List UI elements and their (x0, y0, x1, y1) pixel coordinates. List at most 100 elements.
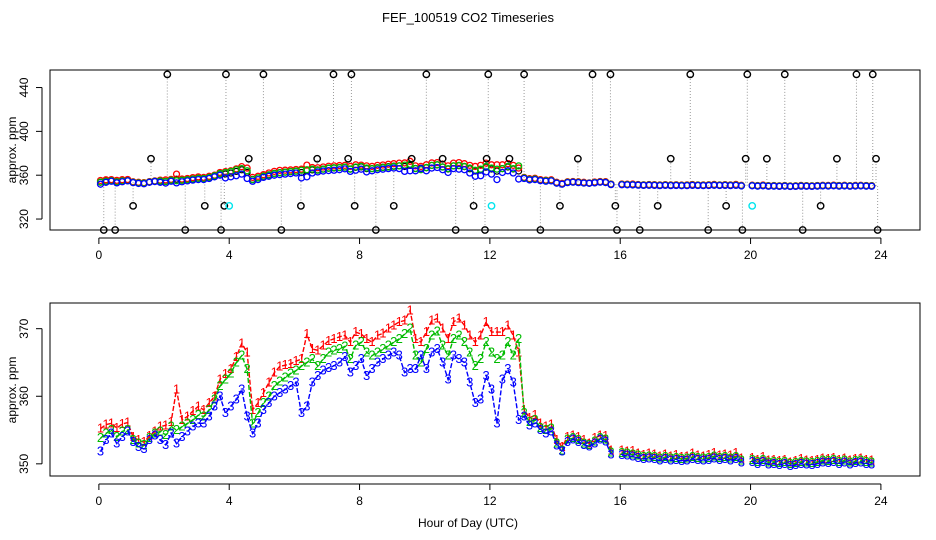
series-3-point-label: 3 (629, 448, 636, 463)
series-1-point-label: 1 (146, 428, 153, 443)
series-1-point-label: 1 (140, 434, 147, 449)
series-2-point-label: 2 (368, 348, 375, 363)
series-1-point-label: 1 (792, 453, 799, 468)
series-3-point-label: 3 (667, 452, 674, 467)
series-2-point-label: 2 (97, 430, 104, 445)
top-y-tick-label: 400 (17, 121, 31, 141)
series-1-point-label: 1 (287, 356, 294, 371)
series-2-point-label: 2 (233, 354, 240, 369)
bottom-plot-frame (49, 302, 921, 477)
spike-point (556, 201, 564, 210)
series-2-point-label: 2 (314, 358, 321, 373)
series-1-point-label: 1 (227, 361, 234, 376)
bottom-x-tick-label: 24 (874, 494, 888, 508)
series-3-point-label: 3 (124, 423, 131, 438)
series-3-point-label: 3 (244, 409, 251, 424)
series-3-point (395, 164, 403, 173)
series-3-point-label: 3 (151, 427, 158, 442)
series-2-point-label: 2 (814, 454, 821, 469)
series-3-point-label: 3 (271, 388, 278, 403)
series-2-point-label: 2 (428, 327, 435, 342)
spike-point (816, 201, 825, 210)
series-3-point-label: 3 (140, 441, 147, 456)
series-3-point-label: 3 (624, 448, 631, 463)
series-1-point-label: 1 (624, 444, 631, 459)
series-3-point-label: 3 (260, 402, 267, 417)
series-2-point-label: 2 (808, 455, 815, 470)
series-1-point-label: 1 (276, 359, 283, 374)
top-x-tick-label: 20 (744, 248, 758, 262)
series-3-point-label: 3 (434, 341, 441, 356)
series-2-point-label: 2 (140, 437, 147, 452)
series-3-point-label: 3 (662, 451, 669, 466)
series-3-point-label: 3 (765, 457, 772, 472)
series-3-point-label: 3 (282, 382, 289, 397)
series-3-point-label: 3 (309, 375, 316, 390)
series-2-point-label: 2 (108, 422, 115, 437)
series-1-point-label: 1 (178, 412, 185, 427)
series-3-point-label: 3 (640, 451, 647, 466)
series-1-point-label: 1 (602, 428, 609, 443)
spike-point (852, 70, 861, 79)
series-3-point-label: 3 (531, 415, 538, 430)
spike-point (313, 154, 322, 163)
series-2-point-label: 2 (434, 323, 441, 338)
series-3-point-label: 3 (488, 382, 495, 397)
series-2-point-label: 2 (244, 361, 251, 376)
spike-point (653, 201, 662, 210)
series-3-point-label: 3 (776, 457, 783, 472)
series-2-point-label: 2 (537, 420, 544, 435)
series-2-point-label: 2 (200, 409, 207, 424)
series-2-point-label: 2 (466, 344, 473, 359)
series-2-point-label: 2 (157, 423, 164, 438)
spike-point (129, 201, 137, 210)
series-1-point-label: 1 (254, 395, 261, 410)
series-3-point-label: 3 (830, 454, 837, 469)
series-1-point-label: 1 (249, 402, 256, 417)
series-2-point-label: 2 (167, 419, 174, 434)
series-1-point-label: 1 (787, 454, 794, 469)
series-1-point-label: 1 (808, 453, 815, 468)
series-3-point-label: 3 (401, 365, 408, 380)
series-2-point-label: 2 (515, 331, 522, 346)
spike-point (451, 226, 460, 234)
calibration-point (225, 201, 234, 210)
spike-point (329, 70, 338, 79)
series-3-point-label: 3 (504, 361, 511, 376)
series-1-point-label: 1 (694, 448, 701, 463)
spike-point (482, 154, 491, 163)
series-1-point-label: 1 (162, 417, 169, 432)
series-1-point-label: 1 (835, 452, 842, 467)
spike-point (762, 154, 771, 163)
series-3-point (607, 180, 615, 189)
series-2-point-label: 2 (135, 436, 142, 451)
series-2-point-label: 2 (450, 331, 457, 346)
series-3-point-label: 3 (135, 439, 142, 454)
series-2-point-label: 2 (825, 453, 832, 468)
series-1-point-label: 1 (292, 353, 299, 368)
series-3-point-label: 3 (797, 456, 804, 471)
series-1-point-label: 1 (330, 331, 337, 346)
spike-point (536, 226, 545, 234)
series-2-point-label: 2 (863, 454, 870, 469)
series-3-point (466, 169, 474, 177)
series-1-point-label: 1 (488, 324, 495, 339)
series-2-point-label: 2 (558, 442, 565, 457)
series-2-point-label: 2 (249, 415, 256, 430)
spike-point (422, 70, 431, 79)
series-2-point-label: 2 (292, 363, 299, 378)
series-1-point-label: 1 (439, 321, 446, 336)
spike-point (469, 201, 478, 210)
spike-point (371, 226, 380, 234)
series-1-point-label: 1 (635, 446, 642, 461)
series-2-point-label: 2 (732, 449, 739, 464)
series-3-point-label: 3 (417, 348, 424, 363)
series-1-point-label: 1 (222, 366, 229, 381)
series-3-point-label: 3 (162, 437, 169, 452)
series-2-point-label: 2 (195, 407, 202, 422)
series-3-point-label: 3 (814, 456, 821, 471)
series-2-point-label: 2 (846, 454, 853, 469)
series-1-point-label: 1 (645, 446, 652, 461)
series-3-point-label: 3 (320, 363, 327, 378)
series-1-point-label: 1 (271, 365, 278, 380)
